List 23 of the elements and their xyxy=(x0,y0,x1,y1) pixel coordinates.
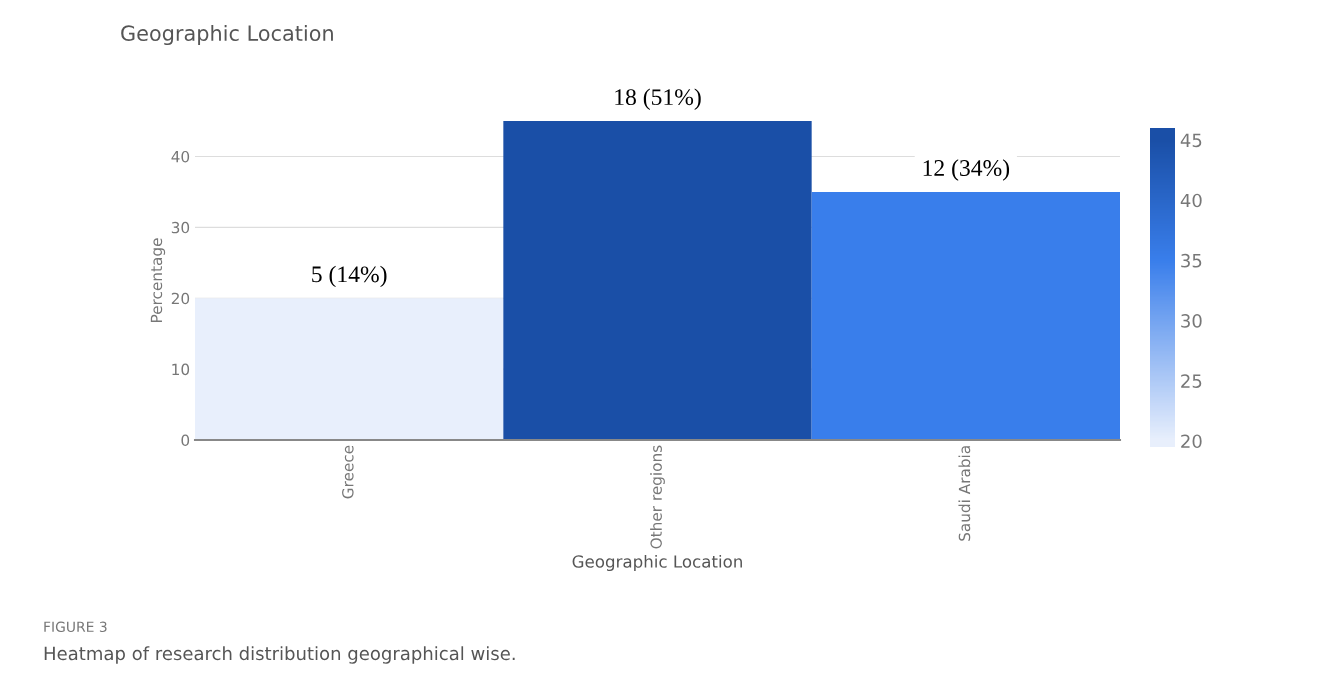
color-bar-label: 20 xyxy=(1181,434,1202,449)
text: Heatmap of research distribution geographical wise. xyxy=(44,646,515,664)
y-tick-label: 30 xyxy=(171,221,190,234)
y-tick-label: 20 xyxy=(171,292,190,305)
color-bar-label: 45 xyxy=(1180,133,1202,148)
x-tick-label: Other regions xyxy=(650,445,665,549)
annotation: 5 (14%) xyxy=(312,265,387,288)
x-axis-title: Geographic Location xyxy=(572,554,742,572)
x-tick-label: Saudi Arabia xyxy=(958,446,971,541)
color-bar-label: 25 xyxy=(1181,374,1202,388)
color-bar-label: 35 xyxy=(1181,253,1202,268)
y-tick-label: 0 xyxy=(181,434,190,447)
x-tick-label: Greece xyxy=(342,445,354,499)
y-tick-label: 40 xyxy=(171,150,190,163)
color-bar-label: 30 xyxy=(1181,314,1202,328)
color-bar-label: 40 xyxy=(1180,193,1202,208)
bar xyxy=(195,298,504,440)
chart-title: Geographic Location xyxy=(121,24,333,46)
y-tick-label: 10 xyxy=(172,363,190,376)
y-axis-title: Percentage xyxy=(150,238,166,322)
annotation: 18 (51%) xyxy=(615,88,701,110)
annotation: 12 (34%) xyxy=(923,159,1010,181)
caption: FIGURE 3 xyxy=(44,621,107,633)
